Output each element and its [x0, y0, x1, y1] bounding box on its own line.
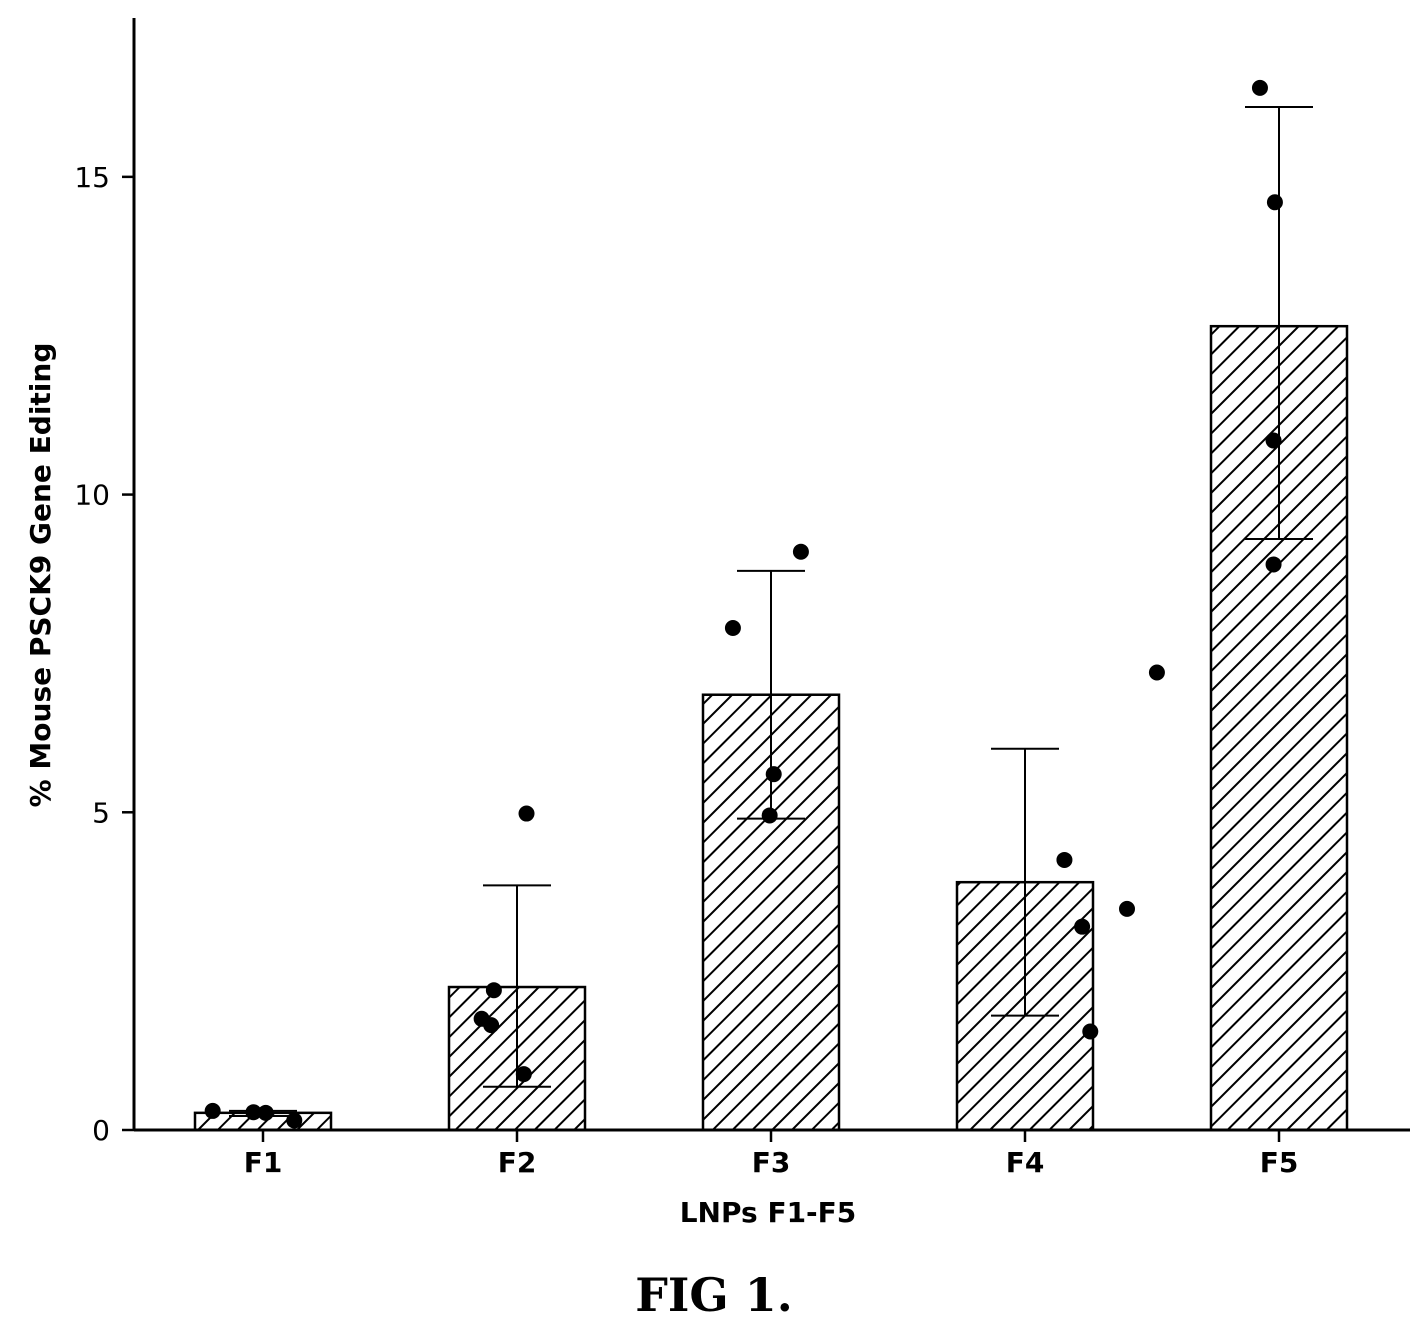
data-point-f2 — [518, 805, 535, 822]
y-axis-label: % Mouse PSCK9 Gene Editing — [24, 343, 57, 808]
data-point-f1 — [204, 1102, 221, 1119]
x-tick-label: F2 — [498, 1146, 537, 1179]
x-tick-label: F3 — [752, 1146, 791, 1179]
data-point-f2 — [485, 982, 502, 999]
x-axis-label: LNPs F1-F5 — [680, 1196, 857, 1229]
data-point-f4 — [1082, 1023, 1099, 1040]
plot-area: 0 5 10 15 F1 F2 F3 F4 F5 — [74, 79, 1349, 1179]
data-point-f3 — [765, 766, 782, 783]
data-point-f5 — [1266, 194, 1283, 211]
data-point-f3 — [724, 620, 741, 637]
data-point-f2 — [515, 1066, 532, 1083]
data-point-f4 — [1148, 664, 1165, 681]
data-point-f1 — [286, 1112, 303, 1129]
y-tick-label: 0 — [92, 1114, 110, 1147]
data-point-f3 — [792, 543, 809, 560]
x-tick-label: F1 — [244, 1146, 283, 1179]
y-tick-label: 10 — [74, 479, 110, 512]
y-tick-label: 15 — [74, 161, 110, 194]
x-tick-label: F5 — [1260, 1146, 1299, 1179]
data-point-f4 — [1119, 900, 1135, 917]
data-point-f3 — [761, 807, 778, 824]
data-point-f2 — [483, 1017, 500, 1034]
figure-caption: FIG 1. — [635, 1268, 793, 1322]
y-tick-label: 5 — [92, 796, 110, 829]
data-point-f5 — [1251, 79, 1268, 96]
data-point-f5 — [1265, 556, 1282, 573]
data-point-f4 — [1074, 918, 1091, 935]
data-point-f5 — [1265, 432, 1282, 449]
data-point-f1 — [257, 1104, 274, 1121]
data-point-f4 — [1056, 851, 1073, 868]
data-point-f1 — [245, 1104, 262, 1121]
x-tick-label: F4 — [1006, 1146, 1045, 1179]
